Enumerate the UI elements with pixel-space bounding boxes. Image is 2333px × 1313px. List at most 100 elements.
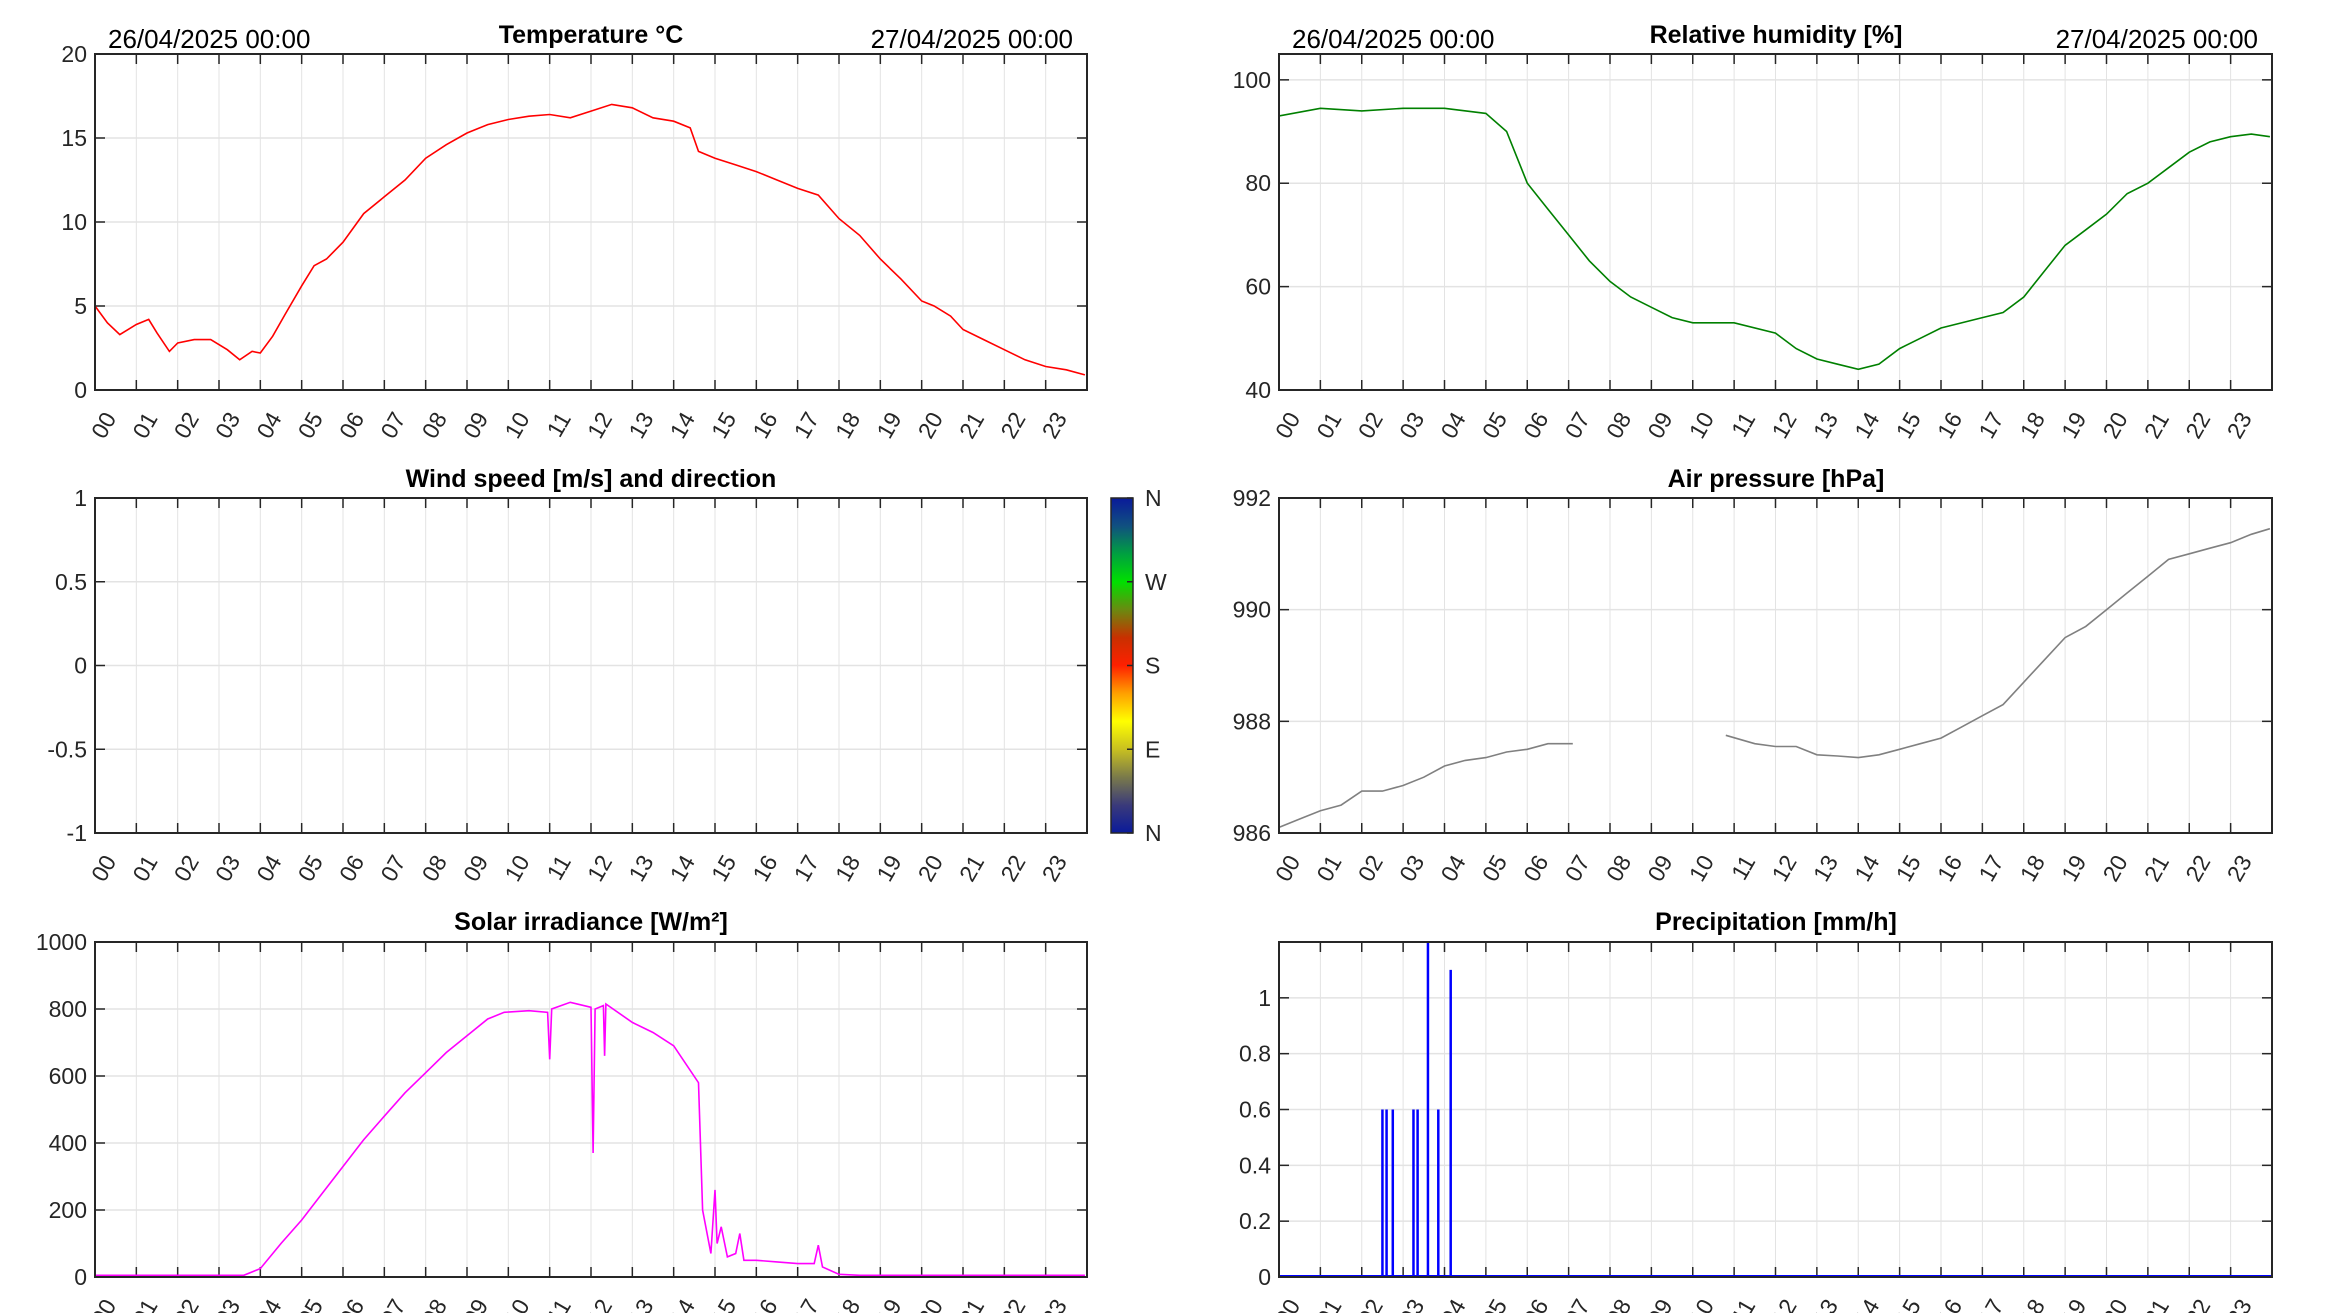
x-tick-label: 15 xyxy=(1891,851,1926,886)
y-tick-label: 20 xyxy=(61,41,87,67)
x-tick-label: 18 xyxy=(2015,408,2050,443)
y-tick-label: 60 xyxy=(1245,274,1271,300)
y-tick-label: 0.8 xyxy=(1239,1041,1271,1067)
x-tick-label: 01 xyxy=(1311,408,1346,443)
x-tick-label: 15 xyxy=(706,408,741,443)
x-tick-label: 14 xyxy=(665,407,700,442)
y-tick-label: 0.4 xyxy=(1239,1152,1271,1178)
x-tick-label: 07 xyxy=(375,408,410,443)
x-tick-label: 05 xyxy=(293,1295,328,1313)
y-tick-label: 0 xyxy=(74,377,87,403)
x-tick-label: 15 xyxy=(1891,408,1926,443)
x-tick-label: 10 xyxy=(499,1295,534,1313)
x-tick-label: 17 xyxy=(789,851,824,886)
temperature-title: Temperature °C xyxy=(499,21,684,49)
axes-box xyxy=(94,53,1088,391)
temperature-chart: 00 01 02 03 04 05 06 07 08 09 10 11 12 13 14 15 16 17 18 19… xyxy=(61,41,1088,443)
x-tick-label: 10 xyxy=(1684,1295,1719,1313)
x-tick-label: 05 xyxy=(293,408,328,443)
x-tick-label: 00 xyxy=(86,851,121,886)
x-tick-label: 11 xyxy=(1726,851,1760,885)
humidity-end-date: 27/04/2025 00:00 xyxy=(2056,24,2258,54)
x-tick-label: 20 xyxy=(913,408,948,443)
x-tick-label: 13 xyxy=(623,851,658,886)
x-tick-label: 19 xyxy=(871,408,906,443)
y-tick-label: 0 xyxy=(1258,1264,1271,1290)
x-tick-label: 00 xyxy=(1270,408,1305,443)
x-tick-label: 19 xyxy=(871,1295,906,1313)
y-tick-label: 15 xyxy=(61,125,87,151)
x-tick-label: 16 xyxy=(747,851,782,886)
x-tick-label: 17 xyxy=(1973,408,2008,443)
x-tick-label: 22 xyxy=(2180,1295,2215,1313)
x-tick-label: 09 xyxy=(1642,1295,1677,1313)
axes-box xyxy=(1278,941,2273,1278)
x-tick-label: 02 xyxy=(169,851,204,886)
x-tick-label: 20 xyxy=(2097,851,2132,886)
x-tick-label: 22 xyxy=(2180,408,2215,443)
x-tick-label: 21 xyxy=(954,851,989,886)
x-tick-label: 12 xyxy=(582,408,617,443)
x-tick-label: 04 xyxy=(251,1294,286,1313)
y-tick-label: -0.5 xyxy=(47,736,87,762)
x-tick-label: 02 xyxy=(169,1295,204,1313)
x-tick-label: 05 xyxy=(293,851,328,886)
x-tick-label: 00 xyxy=(86,1295,121,1313)
x-tick-label: 09 xyxy=(458,1295,493,1313)
x-tick-label: 21 xyxy=(2139,851,2174,886)
x-tick-label: 11 xyxy=(541,408,575,442)
humidity-start-date: 26/04/2025 00:00 xyxy=(1292,24,1494,54)
x-tick-label: 08 xyxy=(417,408,452,443)
y-tick-label: 40 xyxy=(1245,377,1271,403)
wind-chart: 00 01 02 03 04 05 06 07 08 09 10 11 12 13 14 15 16 17 18 19… xyxy=(47,485,1167,886)
x-tick-label: 05 xyxy=(1477,408,1512,443)
x-tick-label: 05 xyxy=(1477,851,1512,886)
wind-title: Wind speed [m/s] and direction xyxy=(406,465,777,493)
x-tick-label: 19 xyxy=(2056,1295,2091,1313)
x-tick-label: 16 xyxy=(747,408,782,443)
x-tick-label: 03 xyxy=(1394,851,1429,886)
x-tick-label: 17 xyxy=(789,408,824,443)
y-tick-label: 986 xyxy=(1233,820,1271,846)
x-tick-label: 22 xyxy=(995,1295,1030,1313)
x-tick-label: 20 xyxy=(913,1295,948,1313)
x-tick-label: 08 xyxy=(417,1295,452,1313)
x-tick-label: 07 xyxy=(375,1295,410,1313)
axes-box xyxy=(94,941,1088,1278)
x-tick-label: 04 xyxy=(251,407,286,442)
x-tick-label: 10 xyxy=(1684,851,1719,886)
x-tick-label: 20 xyxy=(2097,408,2132,443)
x-tick-label: 00 xyxy=(1270,851,1305,886)
x-tick-label: 17 xyxy=(1973,1295,2008,1313)
y-tick-label: 10 xyxy=(61,209,87,235)
x-tick-label: 18 xyxy=(2015,851,2050,886)
colorbar-label: N xyxy=(1145,485,1162,511)
x-tick-label: 07 xyxy=(1560,1295,1595,1313)
y-tick-label: 5 xyxy=(74,293,87,319)
colorbar-label: W xyxy=(1145,569,1167,595)
x-tick-label: 16 xyxy=(1932,851,1967,886)
x-tick-label: 23 xyxy=(1037,1295,1072,1313)
humidity-title: Relative humidity [%] xyxy=(1650,21,1903,49)
temp-start-date: 26/04/2025 00:00 xyxy=(108,24,310,54)
x-tick-label: 14 xyxy=(1849,850,1884,885)
y-tick-label: 0.5 xyxy=(55,569,87,595)
x-tick-label: 07 xyxy=(375,851,410,886)
temp-end-date: 27/04/2025 00:00 xyxy=(871,24,1073,54)
y-tick-label: 600 xyxy=(49,1063,87,1089)
x-tick-label: 18 xyxy=(2015,1295,2050,1313)
x-tick-label: 23 xyxy=(2222,1295,2257,1313)
x-tick-label: 13 xyxy=(1808,851,1843,886)
precipitation-chart: 00 01 02 03 04 05 06 07 08 09 10 11 12 13 14 15 16 17 18 19… xyxy=(1239,941,2273,1313)
x-tick-label: 03 xyxy=(210,1295,245,1313)
x-tick-label: 14 xyxy=(665,850,700,885)
x-tick-label: 14 xyxy=(665,1294,700,1313)
x-tick-label: 15 xyxy=(1891,1295,1926,1313)
y-tick-label: 992 xyxy=(1233,485,1271,511)
x-tick-label: 04 xyxy=(1435,407,1470,442)
x-tick-label: 11 xyxy=(1726,1295,1760,1313)
x-tick-label: 08 xyxy=(1601,1295,1636,1313)
x-tick-label: 15 xyxy=(706,1295,741,1313)
y-tick-label: -1 xyxy=(67,820,87,846)
